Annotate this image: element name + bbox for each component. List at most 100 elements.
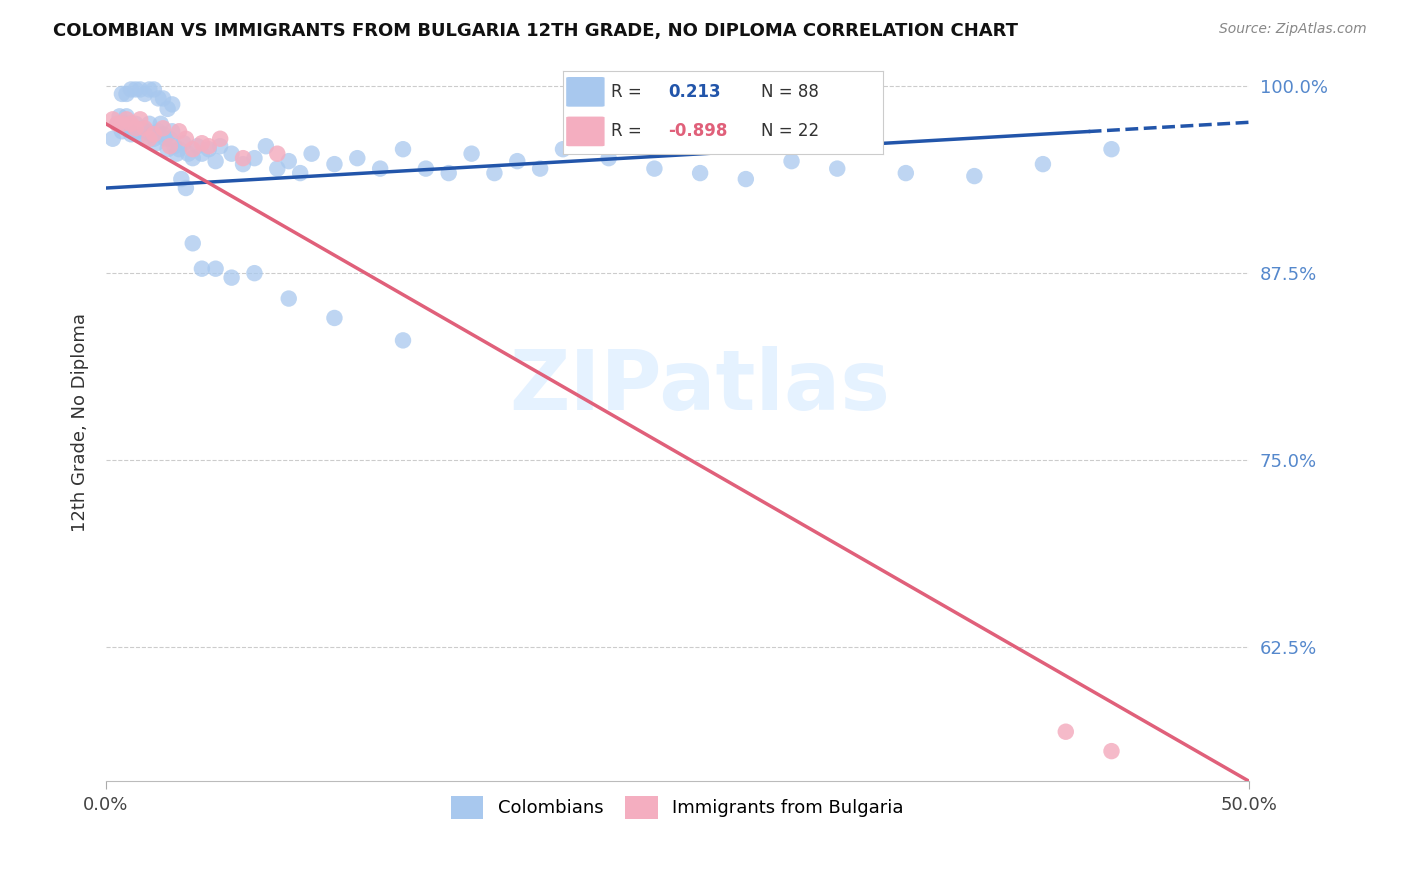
Point: [277, 292, 299, 306]
Point: [101, 112, 124, 127]
Point: [277, 154, 299, 169]
Point: [134, 132, 156, 146]
Point: [111, 117, 134, 131]
Point: [148, 124, 170, 138]
Point: [181, 151, 204, 165]
Point: [174, 181, 197, 195]
Point: [1101, 142, 1123, 156]
Point: [181, 142, 204, 156]
Point: [780, 154, 803, 169]
Point: [124, 82, 146, 96]
Point: [186, 139, 208, 153]
Point: [142, 128, 165, 142]
Point: [825, 161, 848, 176]
Point: [156, 102, 179, 116]
Point: [598, 151, 620, 165]
Point: [232, 157, 254, 171]
Point: [392, 334, 415, 348]
Point: [134, 121, 156, 136]
Point: [159, 139, 181, 153]
Point: [689, 166, 711, 180]
Point: [141, 128, 163, 142]
Point: [191, 136, 214, 151]
Point: [111, 87, 134, 101]
Point: [266, 146, 288, 161]
Point: [204, 261, 226, 276]
Point: [129, 112, 152, 127]
Point: [159, 132, 181, 146]
Text: Source: ZipAtlas.com: Source: ZipAtlas.com: [1219, 22, 1367, 37]
Point: [138, 82, 160, 96]
Point: [105, 117, 128, 131]
Point: [437, 166, 460, 180]
Point: [551, 142, 574, 156]
Point: [108, 109, 131, 123]
Point: [734, 172, 756, 186]
Point: [129, 128, 152, 142]
Point: [131, 121, 153, 136]
Point: [127, 124, 149, 138]
Point: [124, 121, 146, 136]
Point: [129, 82, 152, 96]
Point: [145, 136, 167, 151]
Point: [120, 128, 142, 142]
Point: [894, 166, 917, 180]
Point: [120, 117, 142, 131]
Text: ZIPatlas: ZIPatlas: [509, 346, 890, 427]
Point: [115, 109, 138, 123]
Point: [138, 117, 160, 131]
Point: [105, 117, 128, 131]
Point: [142, 82, 165, 96]
Point: [209, 132, 232, 146]
Point: [148, 91, 170, 105]
Point: [160, 124, 183, 138]
Point: [167, 142, 190, 156]
Point: [460, 146, 482, 161]
Point: [134, 87, 156, 101]
Point: [138, 132, 160, 146]
Point: [232, 151, 254, 165]
Point: [142, 132, 165, 146]
Point: [152, 128, 174, 142]
Point: [221, 270, 243, 285]
Point: [177, 146, 200, 161]
Legend: Colombians, Immigrants from Bulgaria: Colombians, Immigrants from Bulgaria: [444, 789, 911, 826]
Point: [111, 124, 134, 138]
Point: [167, 124, 190, 138]
Point: [197, 139, 219, 153]
Point: [254, 139, 277, 153]
Point: [266, 161, 288, 176]
Point: [101, 132, 124, 146]
Point: [243, 151, 266, 165]
Point: [243, 266, 266, 280]
Point: [152, 91, 174, 105]
Point: [156, 142, 179, 156]
Point: [163, 139, 186, 153]
Point: [368, 161, 391, 176]
Point: [1101, 744, 1123, 758]
Point: [160, 97, 183, 112]
Point: [174, 132, 197, 146]
Point: [152, 121, 174, 136]
Point: [118, 121, 141, 136]
Point: [191, 146, 214, 161]
Point: [963, 169, 986, 183]
Y-axis label: 12th Grade, No Diploma: 12th Grade, No Diploma: [72, 313, 89, 532]
Point: [204, 154, 226, 169]
Point: [191, 261, 214, 276]
Point: [115, 112, 138, 127]
Point: [301, 146, 323, 161]
Point: [415, 161, 437, 176]
Point: [197, 142, 219, 156]
Point: [166, 146, 188, 161]
Point: [115, 87, 138, 101]
Point: [124, 117, 146, 131]
Point: [170, 172, 193, 186]
Point: [173, 136, 195, 151]
Point: [506, 154, 529, 169]
Point: [643, 161, 665, 176]
Point: [1054, 724, 1077, 739]
Point: [209, 139, 232, 153]
Point: [323, 310, 346, 325]
Point: [136, 124, 159, 138]
